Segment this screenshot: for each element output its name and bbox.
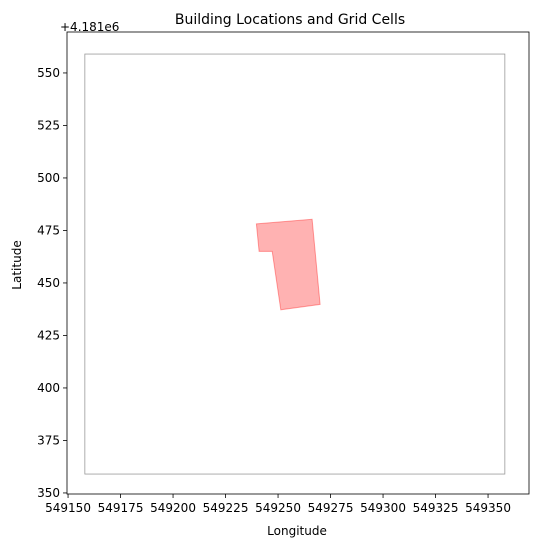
- y-tick-label: 500: [37, 171, 60, 185]
- plot-area: 549150 549175 549200 549225 549250 549275 5493…: [37, 31, 530, 515]
- y-tick-label: 375: [37, 433, 60, 447]
- x-tick-label: 549300: [360, 501, 406, 515]
- x-tick-label: 549175: [98, 501, 144, 515]
- y-tick-label: 450: [37, 276, 60, 290]
- y-axis-label: Latitude: [10, 240, 24, 289]
- y-tick-label: 525: [37, 118, 60, 132]
- y-tick-label: 550: [37, 66, 60, 80]
- x-tick-label: 549250: [255, 501, 301, 515]
- y-offset-text: +4.181e6: [60, 20, 119, 34]
- axes-frame: [66, 31, 530, 495]
- y-tick-label: 425: [37, 328, 60, 342]
- y-tick-label: 400: [37, 381, 60, 395]
- x-tick-label: 549225: [203, 501, 249, 515]
- x-tick-label: 549275: [308, 501, 354, 515]
- y-tick-label: 475: [37, 223, 60, 237]
- x-axis-label: Longitude: [267, 524, 327, 538]
- x-tick-label: 549350: [465, 501, 511, 515]
- building-polygon: [255, 218, 321, 311]
- x-tick-label: 549150: [45, 501, 91, 515]
- x-tick-label: 549200: [150, 501, 196, 515]
- x-tick-label: 549325: [413, 501, 459, 515]
- grid-cell: [84, 53, 506, 475]
- y-tick-label: 350: [37, 486, 60, 500]
- chart-title: Building Locations and Grid Cells: [175, 12, 405, 28]
